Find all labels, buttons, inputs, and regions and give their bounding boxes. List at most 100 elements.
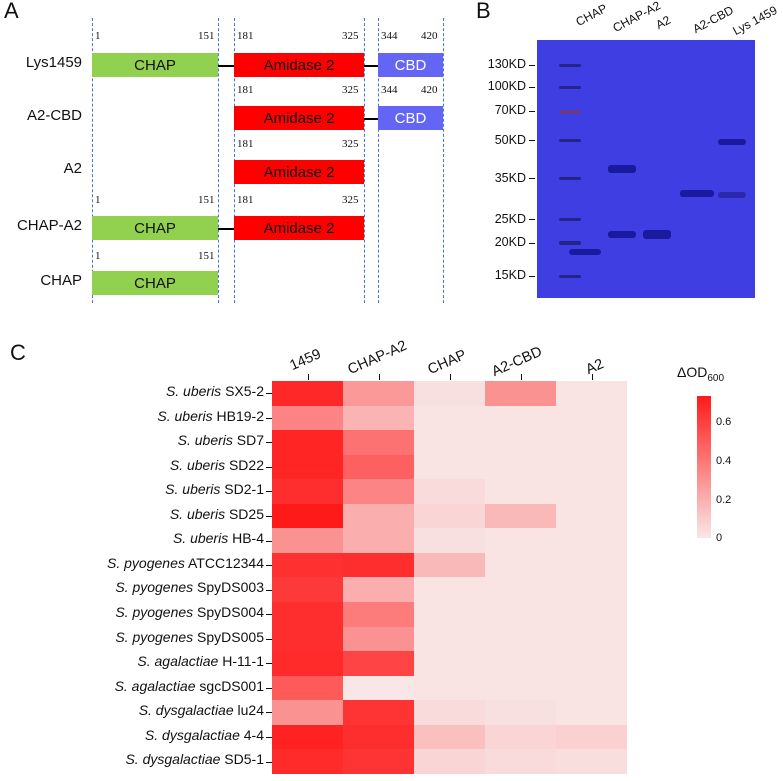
marker-label: 20KD xyxy=(494,235,526,249)
position-label: 1 xyxy=(95,194,101,206)
species-name: S. uberis xyxy=(172,530,229,547)
lane-label: A2-CBD xyxy=(690,2,736,37)
heatmap-cell xyxy=(272,405,343,431)
heatmap-cell xyxy=(343,601,414,628)
ladder-band xyxy=(559,64,581,67)
species-name: S. dysgalactiae xyxy=(125,751,221,768)
position-label: 325 xyxy=(342,84,359,96)
column-tick xyxy=(592,374,593,380)
row-tick xyxy=(266,491,272,493)
row-label-lys1459: Lys1459 xyxy=(25,54,82,71)
marker-tick xyxy=(529,219,535,220)
strain-name: SpyDS004 xyxy=(193,603,264,620)
amidase-domain: Amidase 2 xyxy=(234,53,364,77)
heatmap-cell xyxy=(556,454,627,480)
heatmap-cell xyxy=(414,749,485,775)
row-tick xyxy=(266,393,272,395)
heatmap-cell xyxy=(485,601,556,628)
ladder-band xyxy=(559,177,581,180)
marker-tick xyxy=(529,243,535,244)
position-label: 325 xyxy=(342,194,359,206)
marker-tick xyxy=(529,178,535,179)
marker-label: 15KD xyxy=(494,268,526,282)
chap-domain: CHAP xyxy=(92,271,218,295)
marker-label: 25KD xyxy=(494,212,526,226)
heatmap-cell xyxy=(343,479,414,505)
heatmap-cell xyxy=(485,626,556,652)
boundary-line xyxy=(92,18,93,303)
colorbar-tick-label: 0.2 xyxy=(716,494,732,506)
cbd-domain: CBD xyxy=(378,106,443,130)
row-label: S. agalactiae sgcDS001 xyxy=(0,678,264,694)
strain-name: SD25 xyxy=(225,505,264,522)
species-name: S. pyogenes xyxy=(115,603,194,620)
heatmap-cell xyxy=(272,749,343,775)
heatmap-cell xyxy=(485,675,556,701)
row-label: S. dysgalactiae 4-4 xyxy=(0,727,264,743)
row-label: S. uberis SD22 xyxy=(0,457,264,473)
heatmap-cell xyxy=(556,749,627,775)
row-label: S. dysgalactiae lu24 xyxy=(0,702,264,718)
row-label-chap: CHAP xyxy=(40,272,82,289)
species-name: S. uberis xyxy=(165,383,222,399)
heatmap-cell xyxy=(272,479,343,505)
colorbar xyxy=(697,396,711,538)
row-label: S. pyogenes SpyDS004 xyxy=(0,604,264,620)
row-label-chap-a2: CHAP-A2 xyxy=(16,217,82,234)
row-tick xyxy=(266,466,272,468)
marker-label: 130KD xyxy=(487,57,526,71)
row-label: S. pyogenes SpyDS003 xyxy=(0,579,264,595)
heatmap-cell xyxy=(272,430,343,456)
heatmap-cell xyxy=(343,552,414,578)
column-label: 1459 xyxy=(287,346,324,374)
heatmap-cell xyxy=(556,381,627,407)
heatmap-cell xyxy=(272,381,343,407)
position-label: 1 xyxy=(95,30,101,42)
row-tick xyxy=(266,761,272,763)
heatmap-cell xyxy=(343,405,414,431)
heatmap-cell xyxy=(414,724,485,750)
heatmap-cell xyxy=(343,430,414,456)
species-name: S. dysgalactiae xyxy=(144,726,240,743)
ladder-band xyxy=(559,218,581,221)
heatmap-cell xyxy=(414,528,485,554)
heatmap-cell xyxy=(485,454,556,480)
colorbar-title-subscript: 600 xyxy=(707,372,725,384)
heatmap-grid xyxy=(272,381,627,781)
heatmap-cell xyxy=(343,577,414,603)
strain-name: SD22 xyxy=(225,456,264,473)
heatmap-cell xyxy=(485,749,556,775)
row-tick xyxy=(266,417,272,419)
heatmap-cell xyxy=(556,626,627,652)
column-label: CHAP-A2 xyxy=(345,337,410,378)
marker-label: 100KD xyxy=(487,79,526,93)
species-name: S. uberis xyxy=(177,432,233,449)
species-name: S. uberis xyxy=(157,407,213,424)
row-label: S. dysgalactiae SD5-1 xyxy=(0,751,264,767)
heatmap-cell xyxy=(343,749,414,775)
heatmap-cell xyxy=(556,601,627,628)
row-label: S. uberis SX5-2 xyxy=(0,383,264,399)
ladder-band xyxy=(559,110,581,114)
heatmap-cell xyxy=(556,503,627,529)
marker-tick xyxy=(529,65,535,66)
heatmap-cell xyxy=(485,430,556,456)
heatmap-cell xyxy=(414,577,485,603)
heatmap-cell xyxy=(343,454,414,480)
row-label: S. pyogenes ATCC12344 xyxy=(0,555,264,571)
heatmap-cell xyxy=(272,700,343,726)
column-tick xyxy=(308,374,309,380)
row-tick xyxy=(266,589,272,591)
strain-name: sgcDS001 xyxy=(195,677,264,694)
strain-name: SD2-1 xyxy=(220,481,264,498)
heatmap-cell xyxy=(414,381,485,407)
heatmap-cell xyxy=(556,651,627,677)
row-tick xyxy=(266,540,272,542)
colorbar-tick-label: 0.6 xyxy=(716,416,732,428)
position-label: 325 xyxy=(342,138,359,150)
heatmap-cell xyxy=(343,651,414,677)
heatmap-cell xyxy=(343,381,414,407)
row-tick xyxy=(266,442,272,444)
amidase-domain: Amidase 2 xyxy=(234,216,364,240)
heatmap-cell xyxy=(414,454,485,480)
